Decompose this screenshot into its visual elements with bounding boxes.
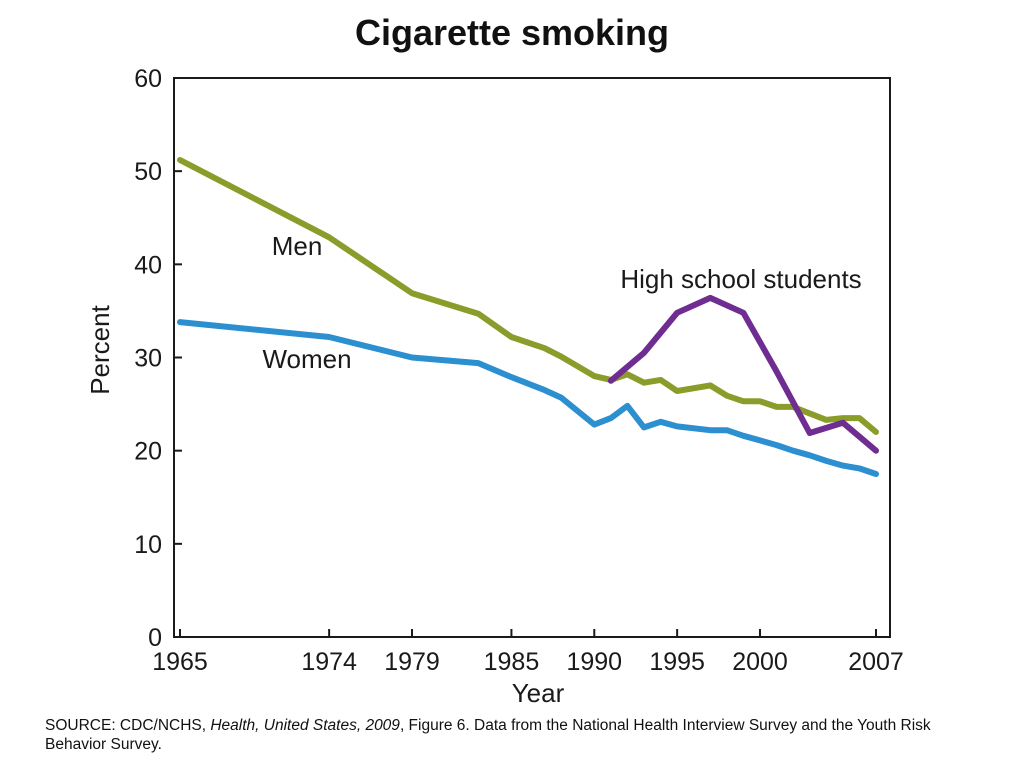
chart-title: Cigarette smoking	[354, 12, 670, 53]
source-prefix: SOURCE: CDC/NCHS,	[45, 717, 211, 734]
y-tick-label: 40	[134, 251, 162, 279]
x-axis-label: Year	[512, 678, 565, 708]
x-tick-label: 1979	[384, 648, 440, 676]
y-tick-label: 10	[134, 531, 162, 559]
x-tick-label: 1965	[152, 648, 208, 676]
y-tick-label: 30	[134, 345, 162, 373]
series-line-high-school-students	[607, 294, 879, 454]
series-line-men	[177, 157, 879, 435]
y-axis-label: Percent	[85, 304, 115, 394]
x-tick-label: 1985	[484, 648, 540, 676]
source-note: SOURCE: CDC/NCHS, Health, United States,…	[45, 716, 995, 754]
series-line-women	[177, 319, 879, 477]
series-label-high-school-students: High school students	[620, 264, 861, 294]
y-tick-label: 50	[134, 158, 162, 186]
x-tick-label: 2007	[848, 648, 904, 676]
x-tick-label: 2000	[732, 648, 788, 676]
source-suffix: , Figure 6. Data from the National Healt…	[45, 717, 931, 753]
series-label-women: Women	[262, 344, 351, 374]
y-tick-label: 60	[134, 65, 162, 93]
source-title: Health, United States, 2009	[210, 717, 400, 734]
y-tick-label: 20	[134, 438, 162, 466]
series-label-men: Men	[272, 231, 323, 261]
x-tick-label: 1995	[649, 648, 705, 676]
x-tick-label: 1974	[301, 648, 357, 676]
y-tick-label: 0	[148, 624, 162, 652]
x-tick-label: 1990	[566, 648, 622, 676]
